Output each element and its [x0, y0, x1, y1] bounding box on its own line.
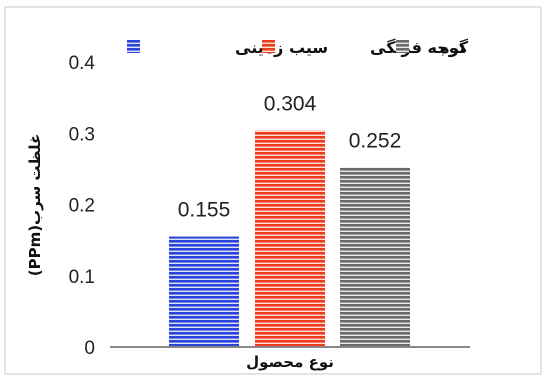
y-tick-label: 0	[84, 338, 95, 359]
bar-potato	[169, 236, 239, 347]
y-tick-label: 0.3	[69, 124, 95, 145]
legend-swatch-leek	[396, 40, 409, 53]
bar-leek	[340, 167, 410, 347]
bars	[169, 130, 410, 347]
data-labels: 0.155 0.304 0.252	[178, 92, 402, 221]
y-tick-label: 0.1	[69, 267, 95, 288]
y-tick-label: 0.4	[69, 53, 96, 74]
data-label-leek: 0.252	[349, 129, 402, 152]
y-axis-title: غلظت سرب(PPm)	[26, 134, 44, 277]
y-axis-ticks: 0 0.1 0.2 0.3 0.4	[69, 53, 96, 359]
y-tick-label: 0.2	[69, 196, 95, 217]
legend-label-potato: سیب زمینی	[235, 38, 328, 57]
legend-swatch-tomato	[262, 40, 275, 53]
legend-label-tomato: گوجه فرنگی	[370, 38, 469, 57]
legend-label-leek: تره	[440, 38, 465, 57]
bar-tomato	[255, 130, 325, 347]
legend-swatch-potato	[127, 40, 140, 53]
chart-frame	[4, 6, 542, 375]
x-axis-title: نوع محصول	[246, 353, 334, 371]
data-label-potato: 0.155	[178, 199, 231, 222]
data-label-tomato: 0.304	[264, 92, 317, 115]
